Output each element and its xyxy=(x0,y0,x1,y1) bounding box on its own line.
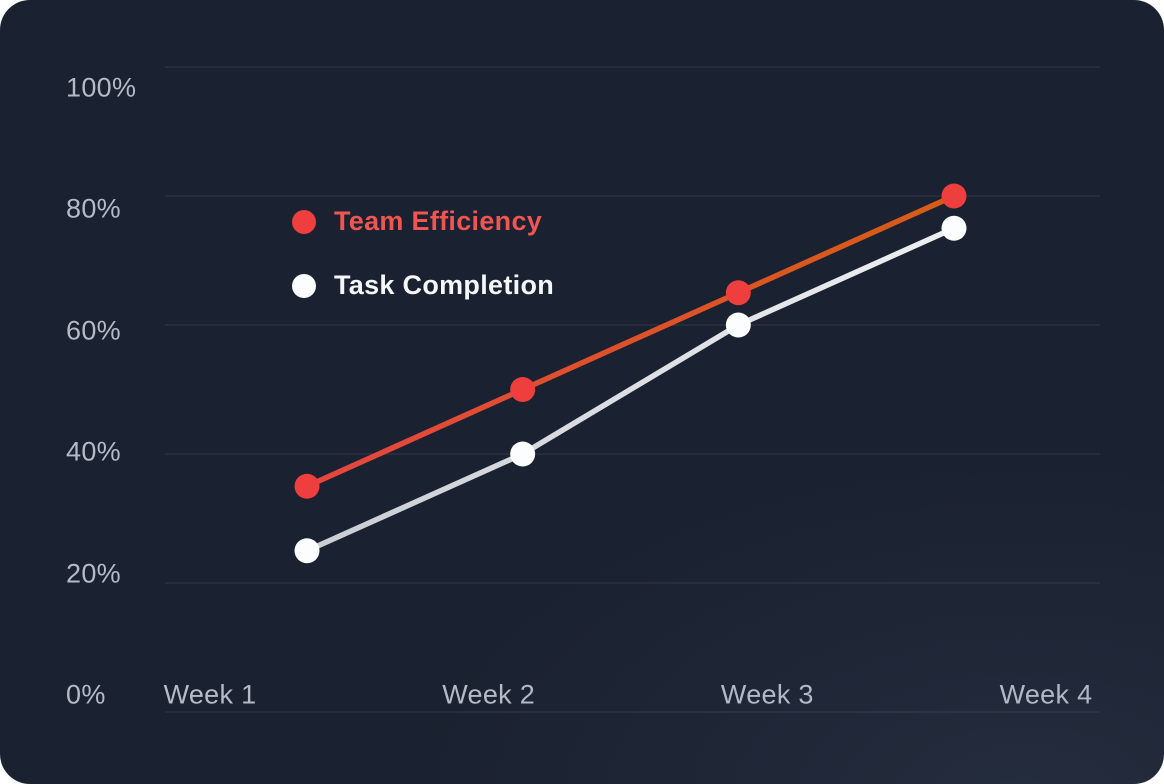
y-tick-label: 0% xyxy=(66,679,106,710)
x-tick-label: Week 2 xyxy=(442,679,536,710)
data-point-team-efficiency xyxy=(294,473,320,499)
legend-item-team-efficiency: Team Efficiency xyxy=(292,206,554,237)
y-tick-label: 100% xyxy=(66,72,137,103)
series-line-task-completion xyxy=(304,225,957,554)
data-point-task-completion xyxy=(725,312,751,338)
x-tick-label: Week 3 xyxy=(720,679,814,710)
chart-legend: Team Efficiency Task Completion xyxy=(292,206,554,301)
legend-item-task-completion: Task Completion xyxy=(292,270,554,301)
data-point-team-efficiency xyxy=(725,280,751,306)
legend-label-task-completion: Task Completion xyxy=(334,270,555,300)
legend-marker-task-completion-icon xyxy=(292,273,316,298)
legend-label-team-efficiency: Team Efficiency xyxy=(334,206,543,236)
data-point-task-completion xyxy=(294,538,320,564)
data-point-task-completion xyxy=(941,215,967,241)
x-tick-label: Week 4 xyxy=(999,679,1093,710)
y-tick-label: 20% xyxy=(66,558,121,589)
y-tick-label: 80% xyxy=(66,193,121,224)
data-point-team-efficiency xyxy=(510,377,536,402)
data-point-task-completion xyxy=(510,441,536,467)
data-point-team-efficiency xyxy=(941,183,967,209)
series-line-team-efficiency xyxy=(304,193,957,489)
y-tick-label: 40% xyxy=(66,436,121,467)
legend-marker-team-efficiency-icon xyxy=(292,209,316,234)
y-tick-label: 60% xyxy=(66,315,121,346)
x-tick-label: Week 1 xyxy=(163,679,257,710)
